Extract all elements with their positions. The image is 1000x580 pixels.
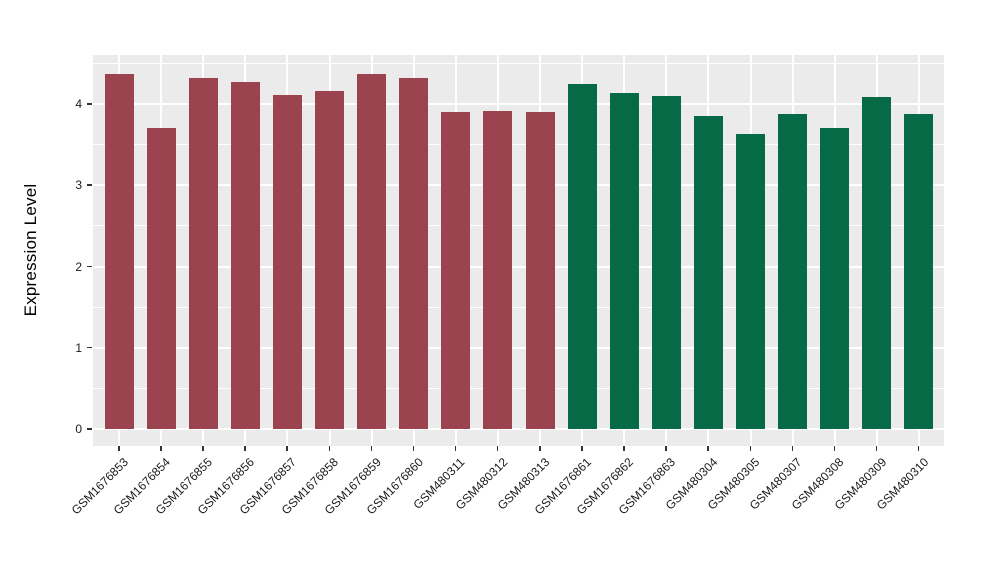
- plot-panel: [93, 55, 944, 446]
- x-tick-mark: [286, 446, 288, 451]
- y-major-gridline: [93, 184, 944, 187]
- y-tick-mark: [87, 346, 92, 349]
- bar-GSM480307: [778, 113, 808, 429]
- y-major-gridline: [93, 103, 944, 105]
- y-tick-label: 0: [75, 422, 82, 436]
- bar-GSM1676855: [188, 78, 218, 429]
- bar-GSM480308: [820, 128, 850, 429]
- bar-GSM480309: [862, 96, 892, 429]
- y-minor-gridline: [93, 225, 944, 227]
- bar-GSM1676854: [146, 128, 176, 429]
- bar-GSM1676863: [651, 95, 681, 429]
- bar-GSM1676857: [272, 95, 302, 429]
- bar-GSM1676853: [104, 73, 134, 429]
- bar-GSM480310: [904, 113, 934, 429]
- y-tick-mark: [87, 103, 92, 105]
- bar-GSM1676861: [567, 83, 597, 429]
- y-tick-label: 4: [75, 97, 82, 111]
- bar-GSM480313: [525, 112, 555, 429]
- y-tick-label: 2: [75, 259, 82, 274]
- x-tick-mark: [202, 446, 204, 451]
- x-tick-mark: [454, 446, 457, 451]
- x-tick-mark: [118, 446, 120, 451]
- y-tick-mark: [87, 428, 92, 430]
- x-tick-mark: [875, 446, 878, 451]
- y-axis-title: Expression Level: [21, 183, 40, 317]
- y-major-gridline: [93, 346, 944, 349]
- y-tick-label: 3: [75, 178, 82, 193]
- y-minor-gridline: [93, 306, 944, 308]
- y-tick-label: 1: [75, 340, 82, 355]
- bar-GSM1676860: [399, 78, 429, 429]
- x-tick-mark: [917, 446, 920, 451]
- bar-GSM1676858: [315, 91, 345, 429]
- bar-GSM480305: [736, 134, 766, 429]
- y-major-gridline: [93, 428, 944, 430]
- bar-GSM1676859: [357, 73, 387, 429]
- x-tick-mark: [791, 446, 794, 451]
- y-minor-gridline: [93, 62, 944, 64]
- x-tick-mark: [707, 446, 709, 451]
- y-minor-gridline: [93, 387, 944, 389]
- x-tick-mark: [581, 446, 583, 451]
- y-tick-mark: [87, 265, 92, 267]
- x-tick-mark: [412, 446, 415, 451]
- x-tick-mark: [370, 446, 373, 451]
- bar-GSM480312: [483, 111, 513, 429]
- x-tick-mark: [665, 446, 667, 451]
- bar-GSM480311: [441, 112, 471, 429]
- x-tick-mark: [244, 446, 246, 451]
- bar-GSM1676856: [230, 82, 260, 429]
- x-tick-mark: [749, 446, 752, 451]
- x-tick-mark: [160, 446, 162, 451]
- y-minor-gridline: [93, 144, 944, 146]
- bar-GSM480304: [693, 116, 723, 429]
- x-tick-mark: [623, 446, 625, 451]
- bar-GSM1676862: [609, 93, 639, 429]
- x-tick-mark: [539, 446, 541, 451]
- y-major-gridline: [93, 265, 944, 268]
- x-tick-mark: [496, 446, 499, 451]
- y-tick-mark: [87, 184, 92, 186]
- x-tick-mark: [328, 446, 331, 451]
- x-tick-mark: [833, 446, 836, 451]
